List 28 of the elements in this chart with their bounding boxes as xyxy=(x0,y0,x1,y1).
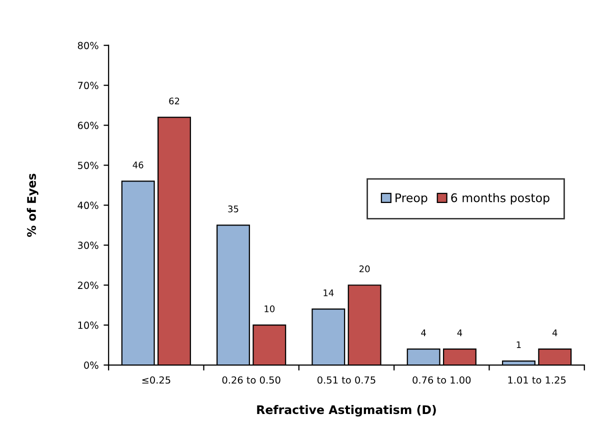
data-label: 35 xyxy=(228,205,238,212)
x-axis-title: Refractive Astigmatism (D) xyxy=(257,405,436,417)
x-tick-label: ≤0.25 xyxy=(142,376,170,384)
y-tick-label: 50% xyxy=(78,162,98,170)
y-tick-label: 0% xyxy=(84,362,98,369)
data-label: 14 xyxy=(324,290,334,296)
data-label: 1 xyxy=(516,341,521,348)
y-tick-label: 60% xyxy=(78,122,98,130)
legend-label: 6 months postop xyxy=(451,193,550,205)
data-label: 4 xyxy=(421,329,426,336)
data-label: 10 xyxy=(264,305,275,312)
data-label: 20 xyxy=(359,265,370,272)
y-axis-title: % of Eyes xyxy=(26,174,38,237)
y-tick-label: 70% xyxy=(78,82,98,90)
y-tick-label: 40% xyxy=(78,202,98,210)
y-tick-label: 80% xyxy=(78,42,98,50)
x-tick-label: 0.26 to 0.50 xyxy=(222,376,280,384)
legend-label: Preop xyxy=(396,193,428,205)
y-tick-label: 30% xyxy=(78,242,98,249)
x-tick-label: 1.01 to 1.25 xyxy=(508,376,566,384)
data-label: 46 xyxy=(132,162,144,168)
data-label: 4 xyxy=(552,329,558,336)
y-tick-label: 10% xyxy=(78,322,98,329)
x-tick-label: 0.51 to 0.75 xyxy=(318,376,376,384)
data-label: 62 xyxy=(169,98,180,104)
x-tick-label: 0.76 to 1.00 xyxy=(412,376,471,384)
data-label: 4 xyxy=(457,329,462,336)
y-tick-label: 20% xyxy=(78,282,98,289)
